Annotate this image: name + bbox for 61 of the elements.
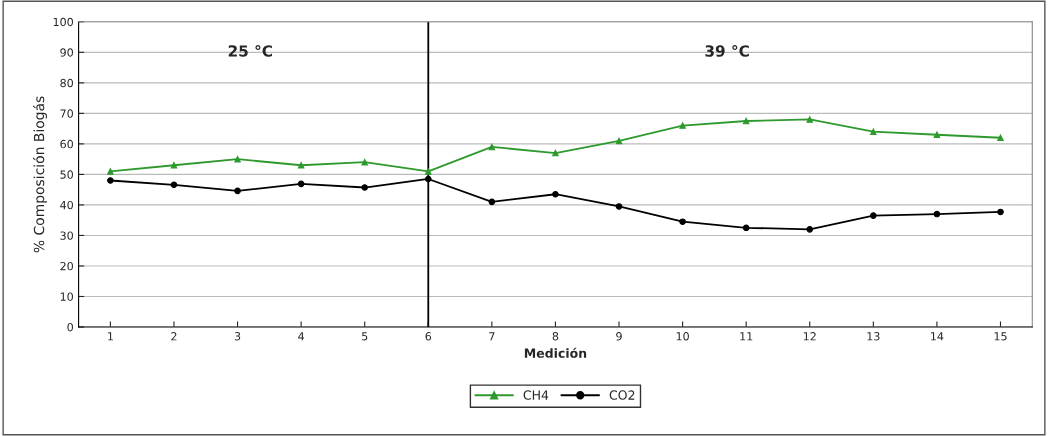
point <box>679 122 686 129</box>
point <box>870 212 877 219</box>
x-tick-label: 3 <box>234 332 241 341</box>
y-tick-label: 30 <box>60 231 73 240</box>
point <box>997 134 1004 142</box>
point <box>234 187 241 195</box>
y-tick-label: 0 <box>67 322 73 332</box>
x-tick-label: 1 <box>108 332 113 341</box>
point <box>107 177 114 184</box>
y-tick-label: 50 <box>60 170 73 179</box>
y-tick-label: 90 <box>60 48 73 57</box>
y-tick-label: 100 <box>53 17 73 27</box>
y-tick-label: 40 <box>60 200 73 210</box>
point <box>107 168 114 175</box>
legend-label: CH4 <box>523 390 549 400</box>
y-axis-title: % Composición Biogás <box>32 96 47 253</box>
y-tick-label: 10 <box>60 292 73 301</box>
point <box>933 131 941 139</box>
y-tick-label: 60 <box>60 139 73 149</box>
x-tick-label: 13 <box>867 332 880 341</box>
annotation: 39 °C <box>705 45 749 57</box>
x-tick-label: 6 <box>425 332 432 341</box>
point <box>297 180 305 188</box>
x-tick-label: 15 <box>994 332 1007 341</box>
legend-label: CO2 <box>609 390 635 400</box>
annotation: 25 °C <box>228 45 272 57</box>
point <box>742 117 750 125</box>
point <box>679 218 686 225</box>
point <box>742 224 750 232</box>
point <box>615 137 623 145</box>
point <box>870 128 877 135</box>
point <box>488 143 496 151</box>
x-tick-label: 8 <box>552 332 559 341</box>
x-tick-label: 10 <box>676 332 689 341</box>
point <box>170 161 178 169</box>
x-axis-title: Medición <box>524 347 587 358</box>
point <box>424 175 432 183</box>
x-tick-label: 9 <box>616 332 622 341</box>
point <box>234 155 241 163</box>
y-tick-label: 20 <box>60 261 73 271</box>
point <box>297 161 305 169</box>
point <box>170 181 178 189</box>
x-tick-label: 14 <box>931 332 944 341</box>
y-tick-label: 80 <box>60 78 73 88</box>
x-tick-label: 12 <box>803 332 816 341</box>
point <box>997 208 1004 216</box>
point <box>933 210 941 218</box>
y-tick-label: 70 <box>60 109 73 118</box>
point <box>806 116 814 123</box>
point <box>552 149 559 157</box>
point <box>615 203 623 210</box>
point <box>552 190 559 198</box>
x-tick-label: 7 <box>489 332 495 341</box>
x-tick-label: 4 <box>298 332 305 341</box>
point <box>806 226 814 233</box>
point <box>424 168 432 175</box>
x-tick-label: 2 <box>171 332 177 341</box>
point <box>488 198 496 206</box>
x-tick-label: 11 <box>740 332 753 341</box>
x-tick-label: 5 <box>362 332 368 341</box>
point <box>361 184 368 191</box>
